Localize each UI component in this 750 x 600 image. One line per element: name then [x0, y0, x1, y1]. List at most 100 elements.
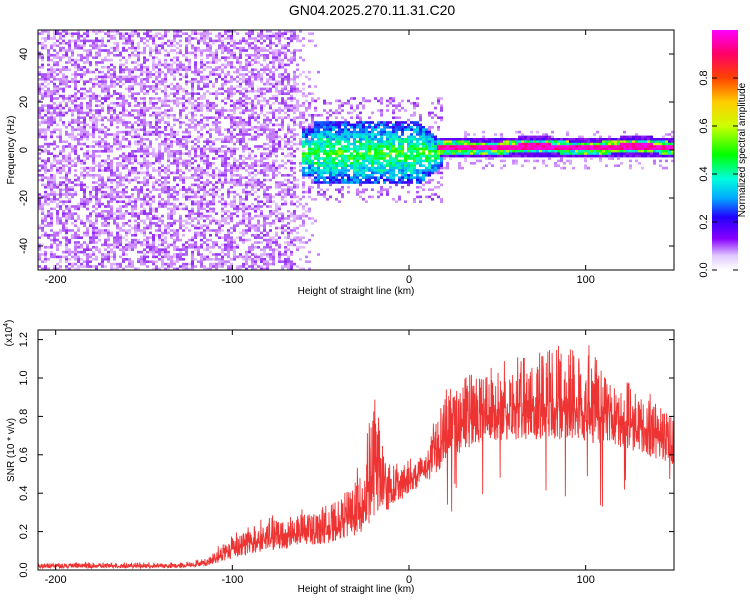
spectrogram-cell	[284, 193, 287, 196]
spectrogram-cell	[41, 58, 44, 62]
spectrogram-cell	[107, 118, 110, 122]
spectrogram-cell	[179, 34, 182, 38]
spectrogram-cell	[158, 61, 161, 64]
spectrogram-cell	[272, 114, 275, 117]
spectrogram-cell	[308, 106, 311, 110]
spectrogram-cell	[290, 32, 293, 35]
spectrogram-cell	[158, 152, 161, 155]
spectrogram-cell	[188, 267, 191, 270]
spectrogram-cell	[245, 87, 248, 91]
spectrogram-cell	[122, 118, 125, 122]
spectrogram-cell	[209, 145, 212, 148]
spectrogram-cell	[137, 229, 140, 232]
spectrogram-cell	[122, 109, 125, 112]
spectrogram-cell	[152, 87, 155, 91]
spectrogram-cell	[257, 265, 260, 268]
spectrogram-cell	[170, 150, 173, 153]
spectrogram-cell	[224, 212, 227, 215]
spectrogram-cell	[209, 200, 212, 203]
spectrogram-cell	[77, 32, 80, 35]
spectrogram-cell	[167, 186, 170, 189]
spectrogram-cell	[119, 265, 122, 268]
spectrogram-cell	[167, 267, 170, 270]
spectrogram-cell	[221, 181, 224, 184]
spectrogram-cell	[287, 178, 290, 182]
spectrogram-cell	[245, 162, 248, 165]
spectrogram-cell	[260, 205, 263, 208]
spectrogram-cell	[50, 162, 53, 165]
spectrogram-cell	[215, 94, 218, 98]
spectrogram-cell	[137, 250, 140, 254]
spectrogram-cell	[212, 162, 215, 165]
spectrogram-cell	[284, 63, 287, 67]
spectrogram-cell	[185, 145, 188, 148]
spectrogram-cell	[278, 236, 281, 239]
spectrogram-cell	[290, 58, 293, 62]
spectrogram-cell	[263, 226, 266, 230]
spectrogram-cell	[218, 75, 221, 79]
spectrogram-cell	[266, 164, 269, 167]
spectrogram-cell	[260, 128, 263, 131]
spectrogram-cell	[170, 265, 173, 268]
spectrogram-cell	[119, 162, 122, 165]
spectrogram-cell	[71, 39, 74, 43]
spectrogram-cell	[86, 226, 89, 230]
spectrogram-cell	[65, 193, 68, 196]
spectrogram-cell	[287, 106, 290, 110]
spectrogram-cell	[272, 75, 275, 79]
spectrogram-cell	[134, 243, 137, 247]
spectrogram-cell	[251, 126, 254, 129]
spectrogram-cell	[278, 82, 281, 86]
spectrogram-cell	[209, 234, 212, 237]
spectrogram-cell	[218, 174, 221, 177]
spectrogram-cell	[299, 114, 302, 117]
spectrogram-cell	[209, 32, 212, 35]
spectrogram-cell	[74, 121, 77, 124]
spectrogram-cell	[296, 205, 299, 208]
spectrogram-cell	[266, 87, 269, 91]
spectrogram-cell	[92, 157, 95, 160]
spectrogram-cell	[197, 188, 200, 191]
spectrogram-cell	[137, 226, 140, 230]
spectrogram-cell	[269, 166, 272, 170]
spectrogram-cell	[266, 262, 269, 266]
spectrogram-cell	[92, 46, 95, 50]
spectrogram-cell	[290, 162, 293, 165]
spectrogram-cell	[95, 97, 98, 100]
spectrogram-cell	[191, 121, 194, 124]
spectrogram-cell	[149, 236, 152, 239]
spectrogram-cell	[200, 80, 203, 83]
spectrogram-cell	[212, 246, 215, 249]
spectrogram-cell	[299, 111, 302, 115]
spectrogram-cell	[302, 186, 305, 189]
spectrogram-cell	[227, 49, 230, 52]
spectrogram-cell	[293, 49, 296, 52]
spectrogram-cell	[251, 46, 254, 50]
spectrogram-cell	[263, 46, 266, 50]
spectrogram-cell	[164, 80, 167, 83]
spectrogram-cell	[143, 42, 146, 45]
spectrogram-cell	[119, 32, 122, 35]
spectrogram-cell	[239, 102, 242, 105]
spectrogram-cell	[194, 123, 197, 127]
spectrogram-cell	[233, 46, 236, 50]
spectrogram-cell	[224, 78, 227, 81]
spectrogram-cell	[113, 250, 116, 254]
spectrogram-cell	[194, 166, 197, 170]
spectrogram-cell	[179, 111, 182, 115]
spectrogram-cell	[167, 246, 170, 249]
spectrogram-cell	[251, 253, 254, 256]
spectrogram-cell	[53, 70, 56, 74]
spectrogram-cell	[281, 190, 284, 194]
spectrogram-cell	[254, 164, 257, 167]
spectrogram-cell	[170, 49, 173, 52]
spectrogram-cell	[212, 195, 215, 199]
spectrogram-cell	[308, 171, 311, 175]
spectrogram-cell	[239, 176, 242, 179]
spectrogram-cell	[80, 121, 83, 124]
spectrogram-cell	[65, 140, 68, 143]
spectrogram-cell	[287, 42, 290, 45]
spectrogram-cell	[230, 44, 233, 47]
spectrogram-cell	[281, 181, 284, 184]
spectrogram-cell	[158, 44, 161, 47]
